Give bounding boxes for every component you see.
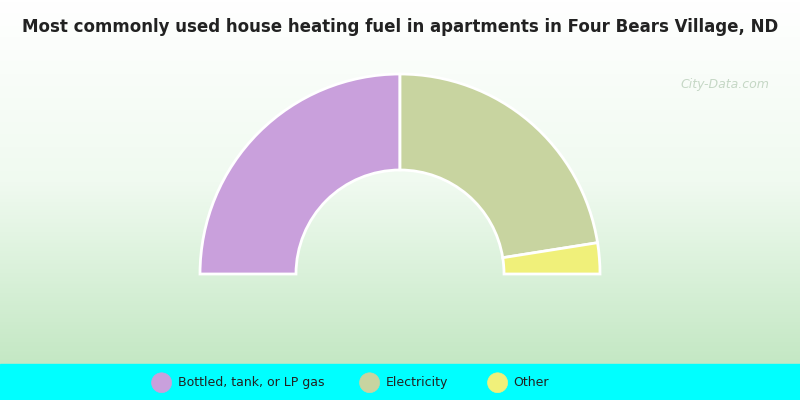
Wedge shape <box>200 74 400 274</box>
Ellipse shape <box>488 373 508 393</box>
Text: Electricity: Electricity <box>386 376 448 389</box>
Text: Bottled, tank, or LP gas: Bottled, tank, or LP gas <box>178 376 324 389</box>
Ellipse shape <box>152 373 172 393</box>
Text: City-Data.com: City-Data.com <box>680 78 769 91</box>
Text: Most commonly used house heating fuel in apartments in Four Bears Village, ND: Most commonly used house heating fuel in… <box>22 18 778 36</box>
Bar <box>0 364 800 400</box>
Text: Other: Other <box>514 376 549 389</box>
Wedge shape <box>502 243 600 274</box>
Ellipse shape <box>359 373 379 393</box>
Wedge shape <box>400 74 598 258</box>
